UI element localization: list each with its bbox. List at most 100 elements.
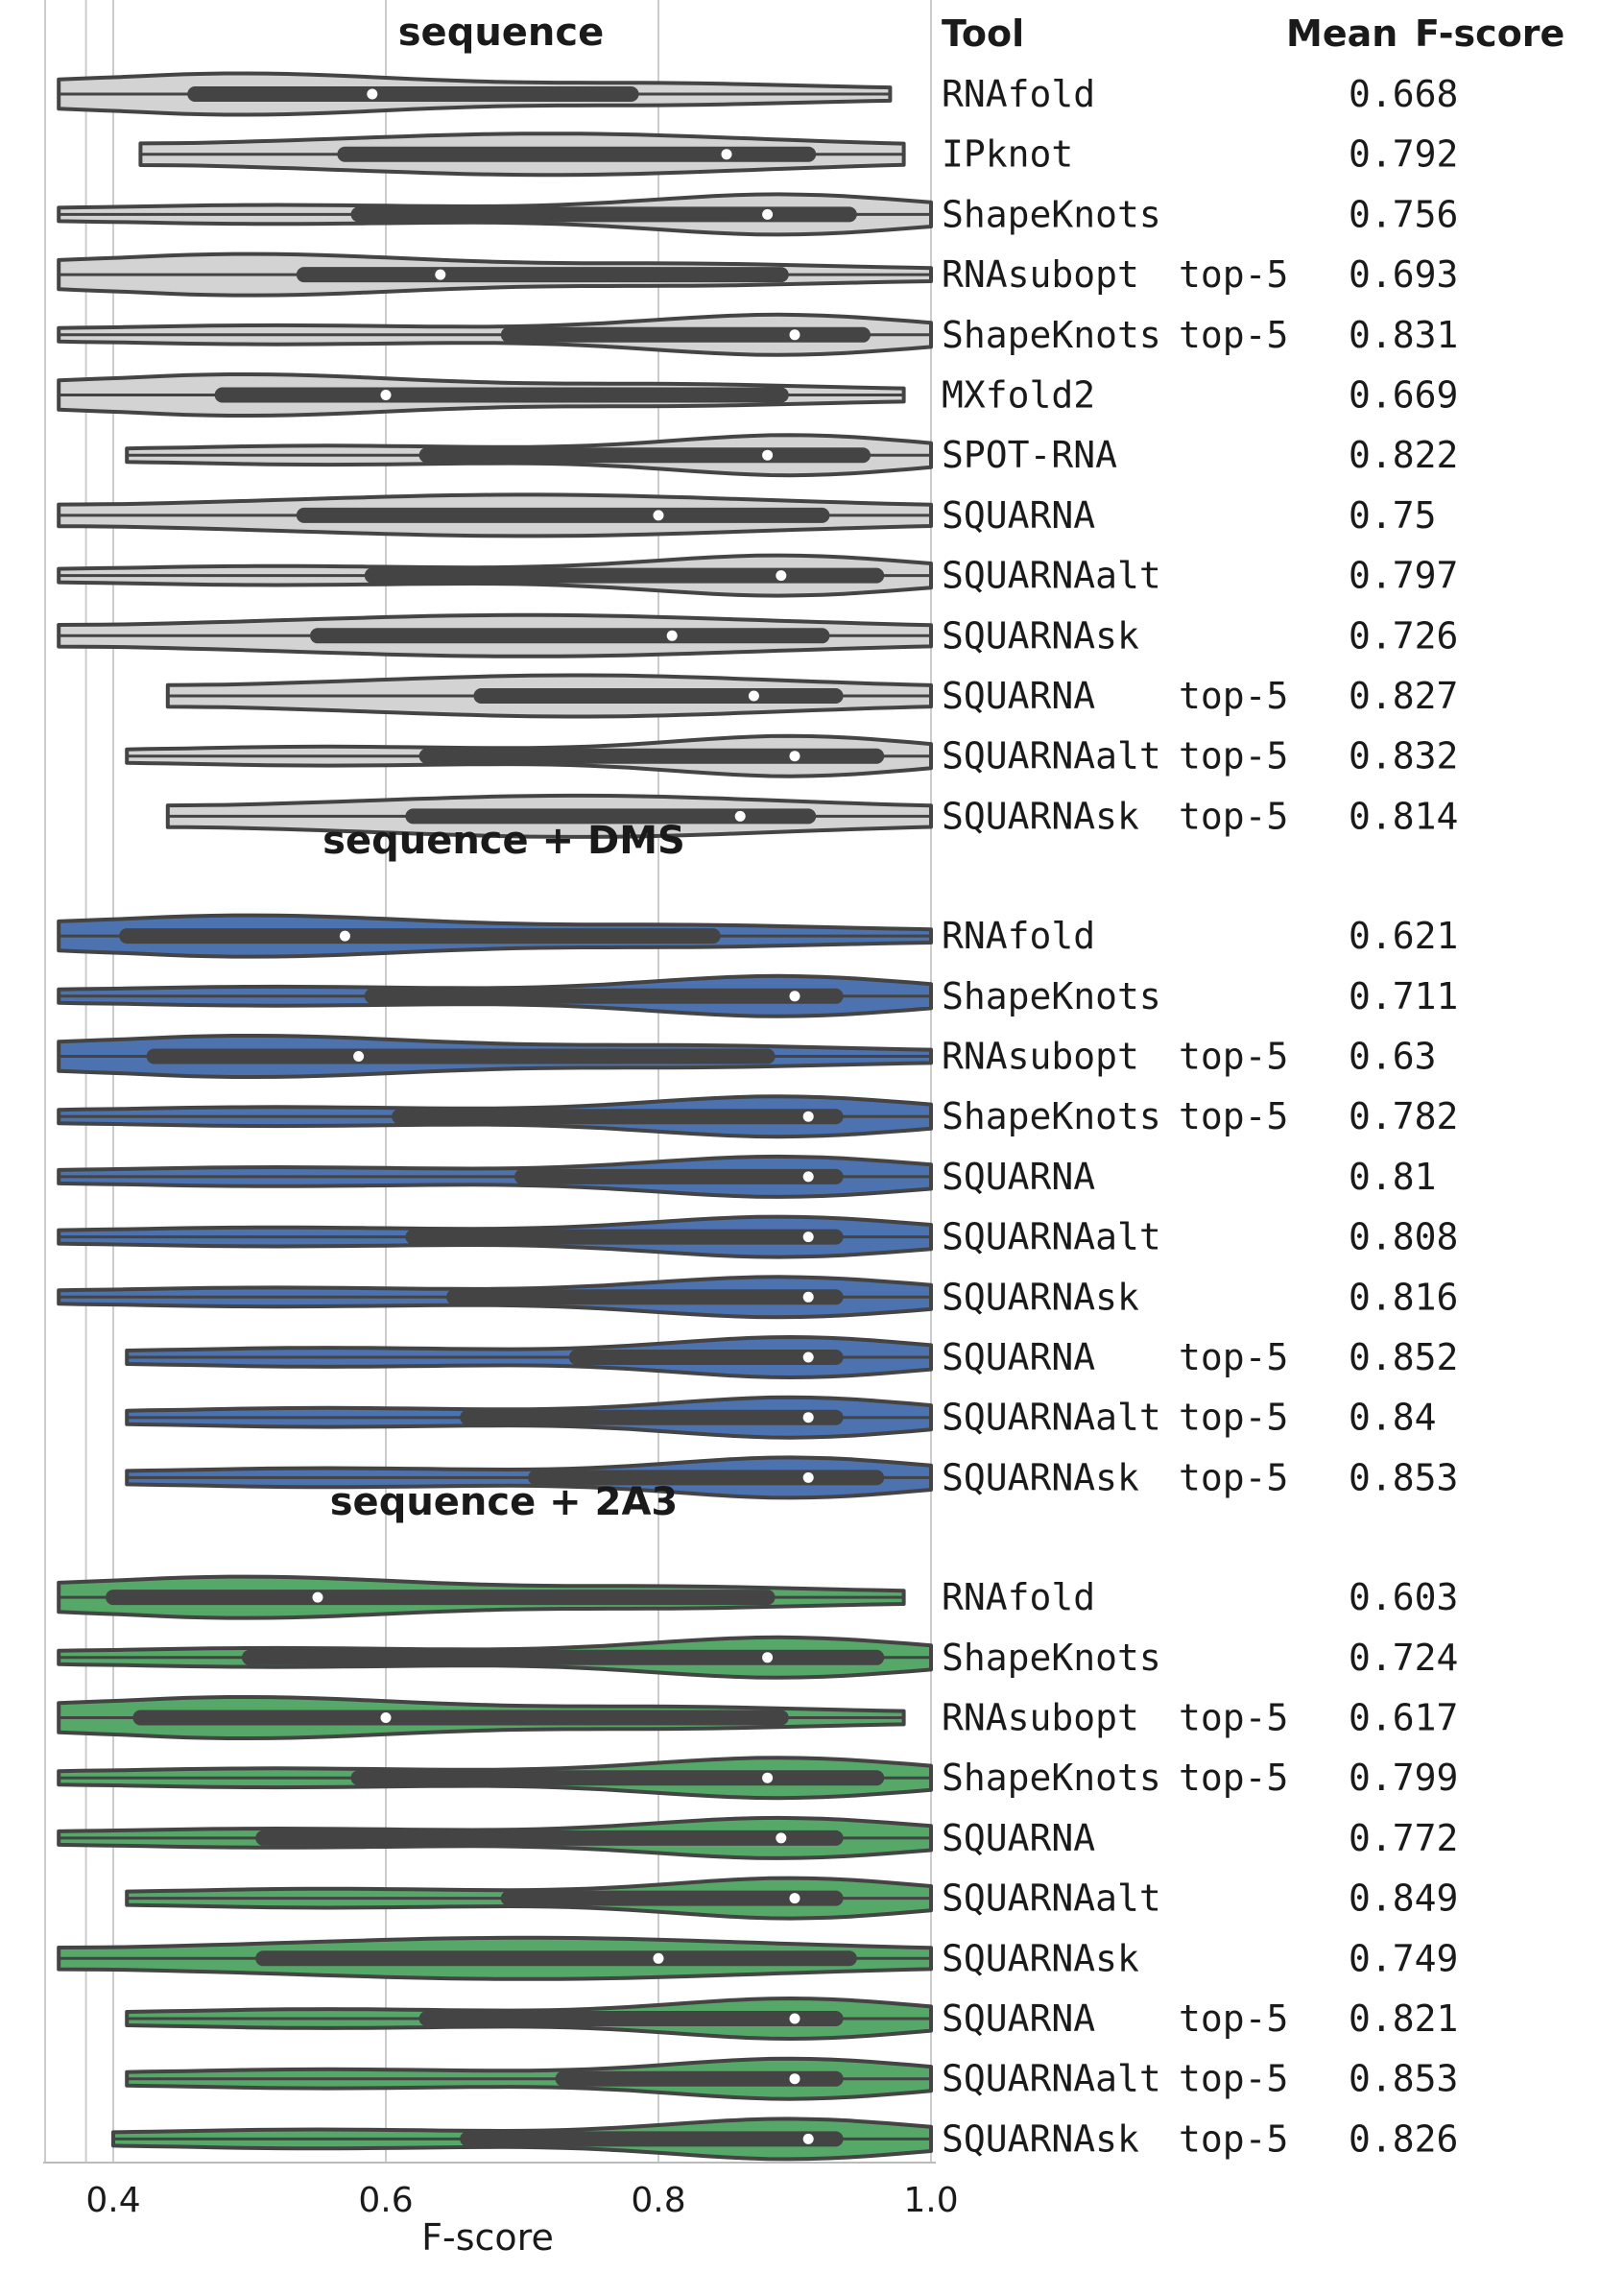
violin-median <box>802 1412 814 1423</box>
mean-fscore-label: 0.831 <box>1349 314 1458 356</box>
mean-fscore-label: 0.821 <box>1349 1997 1458 2040</box>
column-headers: Tool Mean F-score <box>942 12 1564 55</box>
violin-median <box>762 1652 774 1663</box>
mean-column-header: Mean <box>1286 12 1397 55</box>
violin-median <box>367 88 378 100</box>
variant-label: top-5 <box>1179 1456 1288 1498</box>
mean-fscore-label: 0.81 <box>1349 1156 1437 1198</box>
tool-label: SQUARNA <box>942 1997 1095 2040</box>
mean-fscore-label: 0.617 <box>1349 1697 1458 1739</box>
violin-median <box>802 1291 814 1303</box>
variant-label: top-5 <box>1179 2058 1288 2100</box>
x-tick-label: 0.6 <box>358 2181 413 2220</box>
violin-median <box>789 2073 800 2085</box>
fscore-column-header: F-score <box>1415 12 1564 55</box>
violin-median <box>380 390 392 400</box>
mean-fscore-label: 0.84 <box>1349 1397 1437 1439</box>
mean-fscore-label: 0.827 <box>1349 675 1458 717</box>
mean-fscore-label: 0.669 <box>1349 374 1458 417</box>
tool-label: RNAfold <box>942 73 1095 115</box>
variant-label: top-5 <box>1179 1397 1288 1439</box>
x-tick-label: 0.4 <box>85 2181 140 2220</box>
x-tick-label: 0.8 <box>631 2181 685 2220</box>
tool-label: RNAsubopt <box>942 253 1139 296</box>
tool-label: SQUARNA <box>942 675 1095 717</box>
violin-median <box>721 149 732 160</box>
tool-label: SQUARNA <box>942 494 1095 537</box>
violin-median <box>353 1051 365 1062</box>
variant-label: top-5 <box>1179 253 1288 296</box>
mean-fscore-label: 0.853 <box>1349 1456 1458 1498</box>
violin-median <box>789 991 800 1002</box>
mean-fscore-label: 0.693 <box>1349 253 1458 296</box>
mean-fscore-label: 0.782 <box>1349 1095 1458 1137</box>
mean-fscore-label: 0.63 <box>1349 1036 1437 1078</box>
mean-fscore-label: 0.849 <box>1349 1877 1458 1920</box>
tool-label: SQUARNAsk <box>942 2117 1139 2160</box>
variant-label: top-5 <box>1179 1997 1288 2040</box>
variant-label: top-5 <box>1179 795 1288 837</box>
violin-median <box>802 1232 814 1243</box>
mean-fscore-label: 0.797 <box>1349 555 1458 597</box>
x-tick-label: 1.0 <box>903 2181 958 2220</box>
violin-median <box>666 630 678 641</box>
tool-label: SQUARNAsk <box>942 1456 1139 1498</box>
mean-fscore-label: 0.792 <box>1349 133 1458 176</box>
violins <box>57 71 933 2162</box>
violin-median <box>312 1591 323 1603</box>
violin-median <box>789 329 800 341</box>
tool-label: RNAfold <box>942 915 1095 957</box>
tool-label: ShapeKnots <box>942 193 1161 235</box>
mean-fscore-label: 0.822 <box>1349 434 1458 476</box>
violin-median <box>339 930 350 942</box>
violin-median <box>802 1171 814 1183</box>
violin-median <box>762 449 774 461</box>
group-title: sequence <box>398 11 605 55</box>
tool-label: ShapeKnots <box>942 1637 1161 1679</box>
tool-label: SQUARNAsk <box>942 614 1139 657</box>
violin-median <box>789 1893 800 1904</box>
mean-fscore-label: 0.726 <box>1349 614 1458 657</box>
violin-median <box>802 2133 814 2144</box>
mean-fscore-label: 0.852 <box>1349 1336 1458 1378</box>
tool-label: SQUARNA <box>942 1336 1095 1378</box>
mean-fscore-label: 0.75 <box>1349 494 1437 537</box>
violin-median <box>734 810 746 822</box>
violin-median <box>435 269 446 280</box>
tool-label: SQUARNA <box>942 1156 1095 1198</box>
violin-median <box>776 1832 787 1844</box>
mean-fscore-label: 0.832 <box>1349 735 1458 777</box>
variant-label: top-5 <box>1179 1757 1288 1799</box>
tool-label: SQUARNA <box>942 1817 1095 1859</box>
tool-label: IPknot <box>942 133 1073 176</box>
tool-label: SQUARNAalt <box>942 1877 1161 1920</box>
tool-label: MXfold2 <box>942 374 1095 417</box>
tool-label: SQUARNAsk <box>942 1937 1139 1979</box>
tool-label: SPOT-RNA <box>942 434 1117 476</box>
mean-fscore-label: 0.814 <box>1349 795 1458 837</box>
violin-median <box>762 208 774 220</box>
tool-label: ShapeKnots <box>942 975 1161 1017</box>
tool-label: SQUARNAalt <box>942 735 1161 777</box>
tool-label: SQUARNAsk <box>942 1276 1139 1318</box>
group-title: sequence + 2A3 <box>330 1480 678 1524</box>
variant-label: top-5 <box>1179 314 1288 356</box>
tool-label: ShapeKnots <box>942 1095 1161 1137</box>
violin-median <box>802 1351 814 1363</box>
variant-label: top-5 <box>1179 1036 1288 1078</box>
mean-fscore-label: 0.711 <box>1349 975 1458 1017</box>
gridlines <box>44 0 932 2163</box>
mean-fscore-label: 0.826 <box>1349 2117 1458 2160</box>
x-axis-label: F-score <box>421 2216 554 2259</box>
violin-median <box>653 510 664 521</box>
mean-fscore-label: 0.621 <box>1349 915 1458 957</box>
violin-median <box>776 570 787 582</box>
tool-label: RNAsubopt <box>942 1036 1139 1078</box>
row-labels: sequence RNAfold 0.668 IPknot 0.792 ShapeKnot… <box>322 11 1458 2160</box>
variant-label: top-5 <box>1179 2117 1288 2160</box>
variant-label: top-5 <box>1179 1095 1288 1137</box>
tool-label: ShapeKnots <box>942 1757 1161 1799</box>
violin-median <box>802 1471 814 1483</box>
variant-label: top-5 <box>1179 675 1288 717</box>
tool-label: RNAfold <box>942 1576 1095 1618</box>
